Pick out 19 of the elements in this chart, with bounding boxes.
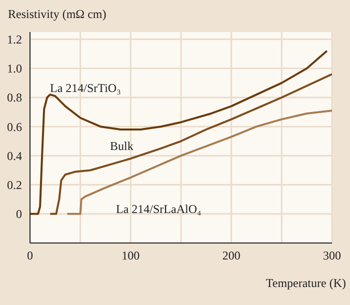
line-series [49, 73, 332, 215]
y-tick-label: 0.4 [7, 148, 22, 163]
y-tick-label: 0.6 [7, 120, 22, 134]
x-axis-title: Temperature (K) [266, 276, 346, 290]
y-tick-label: 0.2 [7, 178, 22, 192]
annotation: La 214/SrTiO₃ [50, 81, 121, 95]
x-tick-label: 100 [122, 248, 140, 263]
annotation: La 214/SrLaAlO₄ [116, 202, 202, 216]
y-tick-label: 1.0 [7, 62, 22, 76]
x-tick-label: 0 [27, 248, 33, 263]
y-tick-label: 0 [16, 207, 22, 222]
y-tick-label: 0.8 [7, 90, 22, 105]
line-series [30, 50, 328, 215]
x-tick-label: 200 [222, 248, 240, 263]
y-tick-label: 1.2 [7, 32, 22, 47]
x-tick-label: 300 [323, 248, 341, 263]
y-axis-title: Resistivity (mΩ cm) [8, 7, 106, 21]
line-series [66, 110, 332, 215]
annotation: Bulk [110, 139, 134, 153]
